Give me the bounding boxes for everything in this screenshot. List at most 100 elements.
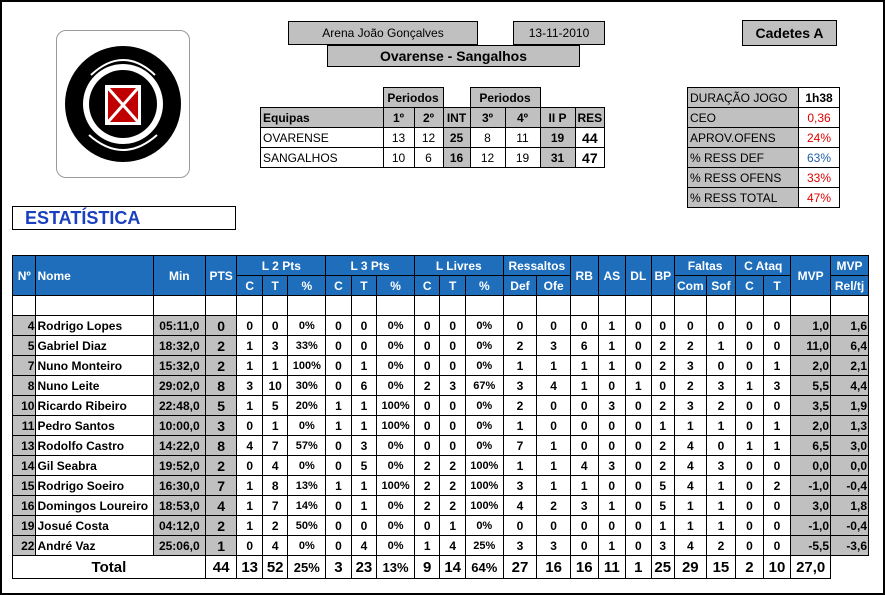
cell-pl: 67% xyxy=(464,375,504,396)
game-stat-row: % RESS DEF 63% xyxy=(687,147,840,168)
game-stat-label: % RESS OFENS xyxy=(687,167,799,188)
cell-c2: 0 xyxy=(236,535,263,556)
cell-dl: 0 xyxy=(625,435,652,456)
cell-c2: 1 xyxy=(236,495,263,516)
match-date: 13-11-2010 xyxy=(513,21,605,45)
cell-as: 1 xyxy=(597,535,627,556)
cell-rel: 3,0 xyxy=(830,435,869,456)
cell-dl: 0 xyxy=(625,315,652,336)
cell-name: André Vaz xyxy=(35,535,154,556)
game-stat-row: % RESS TOTAL 47% xyxy=(687,187,840,208)
cell-cc: 0 xyxy=(735,355,764,376)
cell-as: 3 xyxy=(597,455,627,476)
cell-com: 0 xyxy=(674,315,707,336)
cell-cl: 1 xyxy=(413,535,441,556)
periods-table: Periodos Periodos Equipas 1º 2º INT 3º 4… xyxy=(260,87,606,168)
cell-t3: 1 xyxy=(350,495,378,516)
cell-name: Pedro Santos xyxy=(35,415,154,436)
cell-ct: 0 xyxy=(762,335,792,356)
cell-pts: 2 xyxy=(204,455,238,476)
cell-c2: 0 xyxy=(236,455,263,476)
cell-bp: 2 xyxy=(650,355,676,376)
cell-cc: 0 xyxy=(735,455,764,476)
cell-pl: 0% xyxy=(464,415,504,436)
cell-def: 2 xyxy=(502,395,538,416)
cell-tl: 2 xyxy=(439,495,466,516)
cell-c3: 0 xyxy=(325,315,352,336)
cell-t2: 1 xyxy=(261,355,289,376)
cell-bp: 0 xyxy=(650,315,676,336)
table-row: 22 André Vaz 25:06,0 1 0 4 0% 0 4 0% 1 4 25% 3 3 0 1 0 3 4 2… xyxy=(11,535,869,556)
game-stat-value: 33% xyxy=(798,167,840,188)
cell-min: 16:30,0 xyxy=(152,475,206,496)
cell-com: 1 xyxy=(674,415,707,436)
total-row: Total 44 13 52 25% 3 23 13% 9 14 64% 27 … xyxy=(12,555,869,579)
cell-rb: 3 xyxy=(569,495,599,516)
col-int: INT xyxy=(442,107,471,128)
cell-bp: 1 xyxy=(650,415,676,436)
col-p1: 1º xyxy=(382,107,415,128)
cell-c2: 1 xyxy=(236,515,263,536)
header-mvp: MVP xyxy=(790,255,832,296)
cell-min: 29:02,0 xyxy=(152,375,206,396)
cell-com: 1 xyxy=(674,495,707,516)
cell-ofe: 2 xyxy=(536,495,571,516)
cell-min: 25:06,0 xyxy=(152,535,206,556)
cell-mvp: 11,0 xyxy=(790,335,832,356)
cell-rb: 4 xyxy=(569,455,599,476)
cell-as: 1 xyxy=(597,495,627,516)
cell-sof: 2 xyxy=(705,395,737,416)
cell-p2: 0% xyxy=(287,415,327,436)
cell-cl: 0 xyxy=(413,415,441,436)
cell-p3: 0% xyxy=(376,375,415,396)
col-p3: 3º xyxy=(469,107,506,128)
cell-t2: 0 xyxy=(261,315,289,336)
game-stat-value: 47% xyxy=(798,187,840,208)
cell-cc: 0 xyxy=(735,315,764,336)
cell-t3: 0 xyxy=(350,335,378,356)
cell-sof: 1 xyxy=(705,495,737,516)
cell-p3: 0% xyxy=(376,335,415,356)
cell-p3: 0% xyxy=(376,455,415,476)
cell-t3: 4 xyxy=(350,535,378,556)
cell-pts: 8 xyxy=(204,375,238,396)
header-c2: C xyxy=(236,275,263,296)
header-t2: T xyxy=(261,275,289,296)
club-crest-icon xyxy=(65,46,181,162)
cell-as: 0 xyxy=(597,515,627,536)
cell-ofe: 3 xyxy=(536,335,571,356)
game-stat-value: 24% xyxy=(798,127,840,148)
cell-min: 19:52,0 xyxy=(152,455,206,476)
cell-as: 1 xyxy=(597,315,627,336)
cell-t2: 4 xyxy=(261,535,289,556)
header-l2: L 2 Pts xyxy=(236,255,327,276)
table-row: 15 Rodrigo Soeiro 16:30,0 7 1 8 13% 1 1 100% 2 2 100… xyxy=(11,475,869,496)
cell-cc: 0 xyxy=(735,475,764,496)
cell-no: 5 xyxy=(11,335,37,356)
cell-ct: 0 xyxy=(762,495,792,516)
game-stat-label: CEO xyxy=(687,107,799,128)
cell-def: 3 xyxy=(502,535,538,556)
cell-ofe: 3 xyxy=(536,535,571,556)
header-sof: Sof xyxy=(705,275,737,296)
cell-sof: 1 xyxy=(705,515,737,536)
cell-pts: 4 xyxy=(204,495,238,516)
cell-c3: 0 xyxy=(325,455,352,476)
cell-rb: 0 xyxy=(569,535,599,556)
cell-ofe: 1 xyxy=(536,455,571,476)
cell-tl: 0 xyxy=(439,435,466,456)
cell-rb: 6 xyxy=(569,335,599,356)
cell-pl: 0% xyxy=(464,395,504,416)
cell-sof: 3 xyxy=(705,375,737,396)
cell-no: 22 xyxy=(11,535,37,556)
cell-pts: 3 xyxy=(204,415,238,436)
cell-cl: 2 xyxy=(413,455,441,476)
cell-no: 14 xyxy=(11,455,37,476)
header-p2: % xyxy=(287,275,327,296)
cell-p2: 100% xyxy=(287,355,327,376)
cell-ofe: 0 xyxy=(536,415,571,436)
cell-p2: 20% xyxy=(287,395,327,416)
cell-c3: 1 xyxy=(325,415,352,436)
cell-c3: 0 xyxy=(325,335,352,356)
